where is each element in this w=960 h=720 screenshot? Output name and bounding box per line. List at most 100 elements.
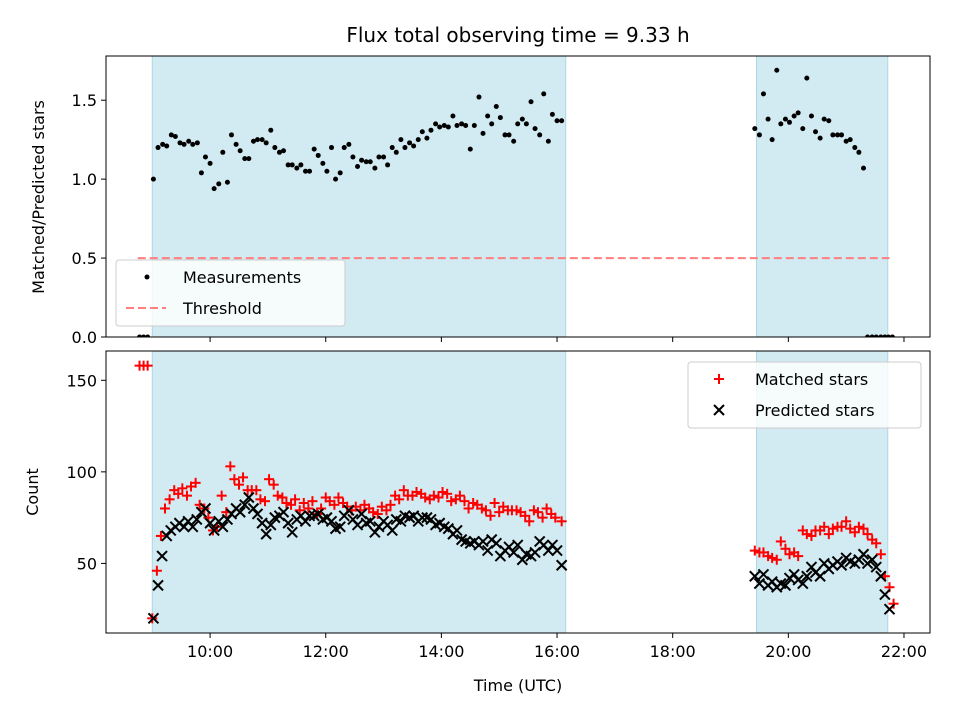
y-tick-label: 0.5 xyxy=(72,249,97,268)
data-point-x-b xyxy=(395,515,407,528)
data-point-dot xyxy=(268,127,274,133)
data-point-plus xyxy=(767,552,778,563)
data-point-plus xyxy=(532,507,543,518)
data-point-plus xyxy=(159,503,170,514)
data-point-x-b xyxy=(546,539,559,551)
data-point-plus xyxy=(858,523,869,534)
x-tick-label: 16:00 xyxy=(534,642,580,661)
data-point-plus xyxy=(827,523,838,534)
data-point-dot xyxy=(834,132,840,138)
data-point-plus xyxy=(806,530,817,541)
data-point-x xyxy=(239,499,251,511)
data-point-x-b xyxy=(459,535,472,548)
legend-label: Threshold xyxy=(182,299,262,318)
data-point-x-b xyxy=(351,519,364,531)
data-point-x-b xyxy=(757,568,770,581)
data-point-plus xyxy=(281,497,292,508)
data-point-dot xyxy=(817,135,823,141)
data-point-plus xyxy=(277,492,288,503)
data-point-x-b xyxy=(879,588,891,601)
data-point-dot xyxy=(289,162,295,168)
data-point-x-b xyxy=(407,510,420,522)
data-point-dot xyxy=(237,148,243,154)
count-panel: 10:00 12:00 14:00 16:00 18:00 20:00 22:00 50 100… xyxy=(66,350,931,661)
data-point-dot xyxy=(298,162,304,168)
x-axis-label: Time (UTC) xyxy=(473,676,562,695)
data-point-x xyxy=(870,561,882,573)
data-point-x-b xyxy=(844,555,856,568)
data-point-dot xyxy=(242,156,248,162)
data-point-x-b xyxy=(204,517,216,529)
data-point-dot xyxy=(372,165,378,171)
data-point-x-b xyxy=(217,521,229,533)
data-point-plus xyxy=(442,488,453,499)
data-point-x xyxy=(217,521,229,533)
data-point-x xyxy=(364,515,376,528)
data-point-x-b xyxy=(788,568,800,581)
data-point-dot xyxy=(830,132,836,138)
data-point-x xyxy=(156,550,168,562)
data-point-plus xyxy=(333,492,344,503)
ratio-panel: 0.0 0.5 1.0 1.5 Measurements Threshold xyxy=(72,55,931,347)
data-point-dot xyxy=(459,121,465,127)
data-point-x-b xyxy=(251,508,264,520)
data-point-x-b xyxy=(766,576,778,588)
data-point-dot xyxy=(847,137,853,143)
data-point-x-b xyxy=(538,539,550,551)
data-point-x xyxy=(161,530,173,542)
data-point-x-b xyxy=(191,513,203,526)
data-point-dot xyxy=(480,130,486,136)
y-tick-label: 1.5 xyxy=(72,91,97,110)
data-point-dot xyxy=(885,334,891,337)
data-point-x xyxy=(801,570,813,582)
data-point-plus xyxy=(216,490,227,501)
data-point-plus xyxy=(255,494,266,505)
data-point-dot xyxy=(463,122,469,128)
data-point-plus xyxy=(446,496,457,507)
data-point-x-b xyxy=(178,521,190,533)
data-point-plus xyxy=(841,516,852,527)
series-group xyxy=(137,67,895,337)
data-point-plus xyxy=(303,503,314,514)
data-point-x-b xyxy=(805,561,818,573)
data-point-plus xyxy=(142,360,153,371)
data-point-dot xyxy=(194,140,200,146)
data-point-dot xyxy=(190,141,196,147)
data-point-x-b xyxy=(421,511,433,524)
data-point-dot xyxy=(467,146,473,152)
data-point-plus xyxy=(225,461,236,472)
data-point-x-b xyxy=(797,577,809,590)
data-point-x-b xyxy=(355,508,368,520)
data-point-x xyxy=(221,513,234,526)
legend: Matched stars Predicted stars xyxy=(687,361,922,429)
data-point-x-b xyxy=(347,513,359,526)
data-point-dot xyxy=(511,138,517,144)
data-point-x xyxy=(749,570,761,582)
data-point-plus xyxy=(272,490,283,501)
data-point-dot xyxy=(471,122,477,128)
data-point-x xyxy=(178,521,190,533)
data-point-plus xyxy=(793,551,804,562)
data-point-plus xyxy=(260,496,271,507)
data-point-dot xyxy=(813,129,819,135)
data-point-x xyxy=(303,510,316,522)
data-point-x xyxy=(883,603,896,615)
data-point-dot xyxy=(523,121,529,127)
x-tick-label: 18:00 xyxy=(650,642,696,661)
data-point-x-b xyxy=(221,513,234,526)
data-point-dot xyxy=(207,160,213,166)
data-point-dot xyxy=(502,132,508,138)
data-point-dot xyxy=(428,127,434,133)
data-point-x xyxy=(213,515,225,528)
data-point-dot xyxy=(363,159,369,165)
data-point-x-b xyxy=(425,513,437,526)
data-point-x xyxy=(835,559,848,571)
data-point-x-b xyxy=(857,548,870,560)
y-axis-label-count: Count xyxy=(23,468,42,516)
data-point-dot xyxy=(528,99,534,105)
data-point-dot xyxy=(337,170,343,176)
data-point-dot xyxy=(800,126,806,132)
data-point-x-b xyxy=(883,603,896,615)
data-point-x-b xyxy=(516,554,529,566)
data-point-x xyxy=(386,524,398,537)
